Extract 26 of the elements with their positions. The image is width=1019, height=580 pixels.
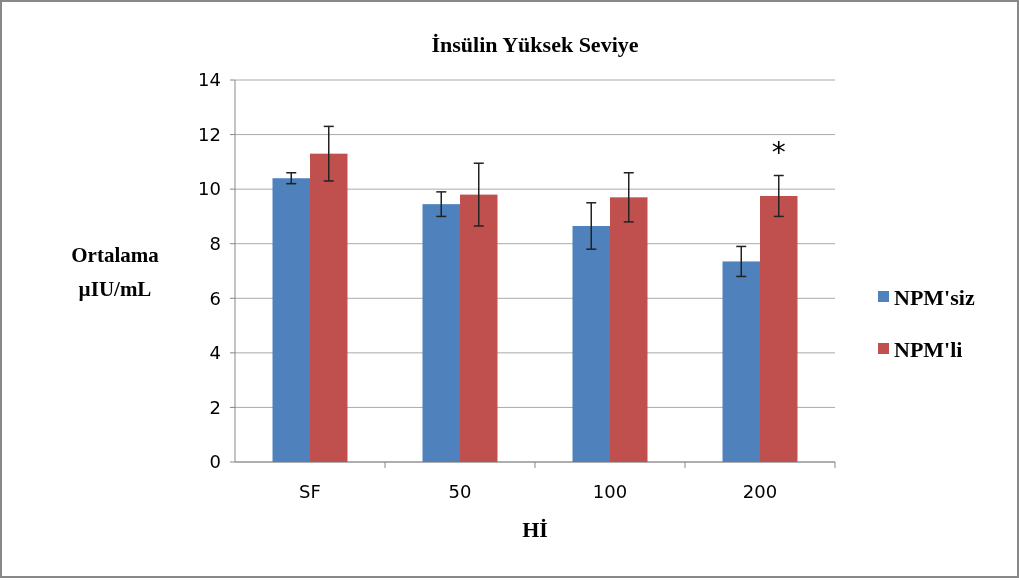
x-tick-label: 100	[592, 481, 628, 502]
y-tick-label: 12	[198, 123, 221, 145]
bar	[760, 195, 798, 462]
annotation: *	[771, 135, 786, 169]
chart-title: İnsülin Yüksek Seviye	[431, 32, 639, 57]
bar	[272, 178, 310, 462]
x-tick-label: SF	[299, 481, 321, 502]
y-tick-label: 14	[198, 69, 221, 91]
legend-label: NPM'li	[894, 336, 963, 362]
bar	[722, 261, 760, 462]
bar	[572, 225, 610, 462]
y-tick-label: 4	[209, 342, 221, 364]
x-tick-label: 50	[448, 481, 472, 502]
bar	[422, 204, 460, 462]
y-tick-label: 2	[209, 396, 221, 418]
y-tick-label: 8	[209, 233, 221, 255]
bar	[460, 194, 498, 462]
y-axis-title: Ortalama µIU/mL	[71, 243, 160, 301]
y-tick-label: 10	[198, 178, 221, 200]
x-tick-label: 200	[742, 481, 778, 502]
bar	[310, 153, 348, 462]
x-axis-title: Hİ	[522, 517, 548, 542]
legend-label: NPM'siz	[894, 284, 975, 310]
bar	[610, 197, 648, 462]
y-tick-label: 0	[209, 451, 221, 473]
y-tick-label: 6	[209, 287, 221, 309]
